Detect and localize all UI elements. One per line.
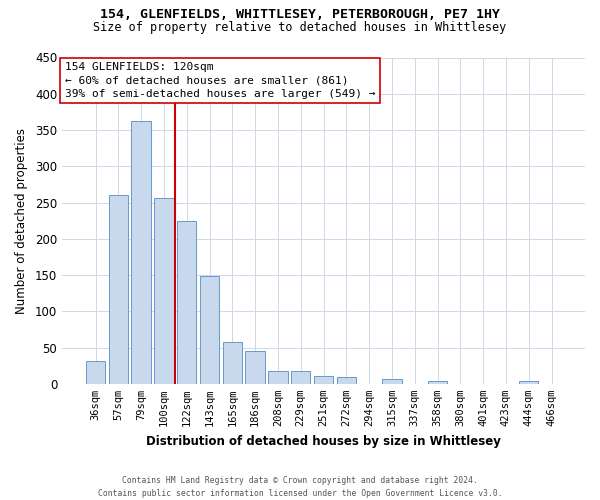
Bar bbox=[177, 220, 196, 384]
Bar bbox=[131, 122, 151, 384]
Bar bbox=[223, 342, 242, 384]
Text: 154 GLENFIELDS: 120sqm
← 60% of detached houses are smaller (861)
39% of semi-de: 154 GLENFIELDS: 120sqm ← 60% of detached… bbox=[65, 62, 375, 99]
Text: 154, GLENFIELDS, WHITTLESEY, PETERBOROUGH, PE7 1HY: 154, GLENFIELDS, WHITTLESEY, PETERBOROUG… bbox=[100, 8, 500, 20]
Bar bbox=[154, 198, 173, 384]
Bar bbox=[245, 351, 265, 384]
Bar bbox=[382, 380, 401, 384]
Bar bbox=[291, 371, 310, 384]
Bar bbox=[519, 381, 538, 384]
Bar bbox=[428, 381, 447, 384]
Bar bbox=[200, 276, 219, 384]
X-axis label: Distribution of detached houses by size in Whittlesey: Distribution of detached houses by size … bbox=[146, 434, 501, 448]
Bar bbox=[337, 376, 356, 384]
Bar bbox=[314, 376, 333, 384]
Text: Size of property relative to detached houses in Whittlesey: Size of property relative to detached ho… bbox=[94, 21, 506, 34]
Bar bbox=[86, 360, 105, 384]
Bar bbox=[268, 371, 287, 384]
Text: Contains HM Land Registry data © Crown copyright and database right 2024.
Contai: Contains HM Land Registry data © Crown c… bbox=[98, 476, 502, 498]
Y-axis label: Number of detached properties: Number of detached properties bbox=[15, 128, 28, 314]
Bar bbox=[109, 196, 128, 384]
